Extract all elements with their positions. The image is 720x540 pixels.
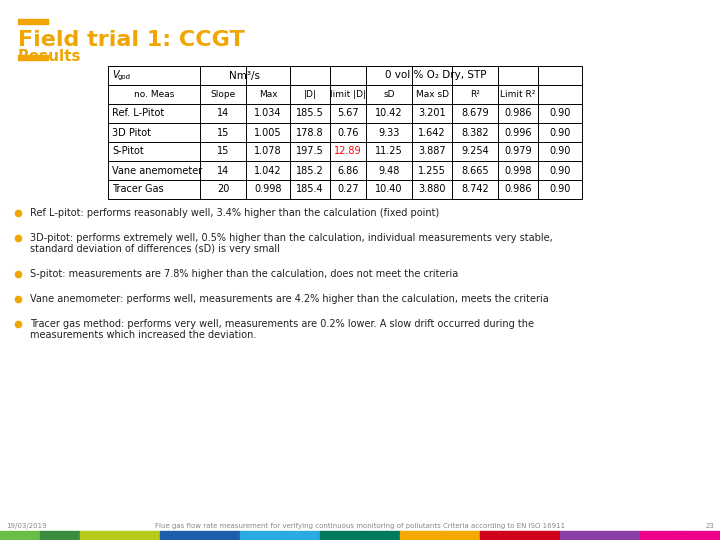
Text: 8.382: 8.382 — [462, 127, 489, 138]
Text: 14: 14 — [217, 165, 229, 176]
Bar — [440, 531, 480, 540]
Bar — [680, 531, 720, 540]
Bar — [240, 531, 280, 540]
Text: 1.042: 1.042 — [254, 165, 282, 176]
Text: Field trial 1: CCGT: Field trial 1: CCGT — [18, 30, 245, 50]
Text: 14: 14 — [217, 109, 229, 118]
Text: 23: 23 — [705, 523, 714, 529]
Bar — [18, 19, 48, 24]
Text: Flue gas flow rate measurement for verifying continuous monitoring of pollutants: Flue gas flow rate measurement for verif… — [155, 523, 565, 529]
Text: 10.42: 10.42 — [375, 109, 402, 118]
Text: 0.90: 0.90 — [549, 185, 571, 194]
Text: 0.90: 0.90 — [549, 109, 571, 118]
Text: Limit R²: Limit R² — [500, 90, 536, 99]
Text: 11.25: 11.25 — [375, 146, 403, 157]
Text: standard deviation of differences (sD) is very small: standard deviation of differences (sD) i… — [30, 244, 280, 254]
Text: 8.679: 8.679 — [462, 109, 489, 118]
Text: Max: Max — [258, 90, 277, 99]
Text: 8.665: 8.665 — [462, 165, 489, 176]
Bar — [18, 55, 48, 60]
Text: S-Pitot: S-Pitot — [112, 146, 144, 157]
Text: Nm³/s: Nm³/s — [230, 71, 261, 80]
Text: 185.4: 185.4 — [296, 185, 324, 194]
Text: 15: 15 — [217, 127, 229, 138]
Text: 9.33: 9.33 — [378, 127, 400, 138]
Bar — [0, 531, 40, 540]
Text: 3D-pitot: performs extremely well, 0.5% higher than the calculation, individual : 3D-pitot: performs extremely well, 0.5% … — [30, 233, 553, 243]
Text: 1.005: 1.005 — [254, 127, 282, 138]
Text: 0.986: 0.986 — [504, 185, 532, 194]
Text: Results: Results — [18, 49, 81, 64]
Text: Tracer gas method: performs very well, measurements are 0.2% lower. A slow drift: Tracer gas method: performs very well, m… — [30, 319, 534, 329]
Bar — [280, 531, 320, 540]
Text: 5.67: 5.67 — [337, 109, 359, 118]
Text: 0 vol % O₂ Dry, STP: 0 vol % O₂ Dry, STP — [385, 71, 487, 80]
Bar — [320, 531, 360, 540]
Text: 0.996: 0.996 — [504, 127, 532, 138]
Text: god: god — [117, 74, 130, 80]
Text: S-pitot: measurements are 7.8% higher than the calculation, does not meet the cr: S-pitot: measurements are 7.8% higher th… — [30, 269, 458, 279]
Text: no. Meas: no. Meas — [134, 90, 174, 99]
Text: measurements which increased the deviation.: measurements which increased the deviati… — [30, 330, 256, 340]
Text: Vane anemometer: performs well, measurements are 4.2% higher than the calculatio: Vane anemometer: performs well, measurem… — [30, 294, 549, 304]
Text: 1.078: 1.078 — [254, 146, 282, 157]
Text: Ref L-pitot: performs reasonably well, 3.4% higher than the calculation (fixed p: Ref L-pitot: performs reasonably well, 3… — [30, 208, 439, 218]
Text: 0.76: 0.76 — [337, 127, 359, 138]
Bar — [108, 66, 582, 199]
Text: 3.887: 3.887 — [418, 146, 446, 157]
Text: 19/03/2019: 19/03/2019 — [6, 523, 47, 529]
Text: |D|: |D| — [304, 90, 316, 99]
Text: 0.90: 0.90 — [549, 127, 571, 138]
Text: 0.986: 0.986 — [504, 109, 532, 118]
Text: R²: R² — [470, 90, 480, 99]
Text: 197.5: 197.5 — [296, 146, 324, 157]
Bar — [560, 531, 600, 540]
Text: limit |D|: limit |D| — [330, 90, 366, 99]
Bar — [600, 531, 640, 540]
Text: 3.880: 3.880 — [418, 185, 446, 194]
Bar — [480, 531, 520, 540]
Text: Slope: Slope — [210, 90, 235, 99]
Text: 6.86: 6.86 — [337, 165, 359, 176]
Text: 1.034: 1.034 — [254, 109, 282, 118]
Bar — [120, 531, 160, 540]
Text: 1.255: 1.255 — [418, 165, 446, 176]
Text: 3.201: 3.201 — [418, 109, 446, 118]
Text: Ref. L-Pitot: Ref. L-Pitot — [112, 109, 164, 118]
Text: 9.254: 9.254 — [461, 146, 489, 157]
Text: 0.979: 0.979 — [504, 146, 532, 157]
Text: 10.40: 10.40 — [375, 185, 402, 194]
Bar — [80, 531, 120, 540]
Text: 185.5: 185.5 — [296, 109, 324, 118]
Text: 1.642: 1.642 — [418, 127, 446, 138]
Text: sD: sD — [383, 90, 395, 99]
Text: Vane anemometer: Vane anemometer — [112, 165, 202, 176]
Text: 0.998: 0.998 — [504, 165, 532, 176]
Bar — [640, 531, 680, 540]
Text: 3D Pitot: 3D Pitot — [112, 127, 151, 138]
Bar — [160, 531, 200, 540]
Text: V: V — [112, 70, 119, 79]
Text: 0.998: 0.998 — [254, 185, 282, 194]
Text: 185.2: 185.2 — [296, 165, 324, 176]
Text: 0.27: 0.27 — [337, 185, 359, 194]
Text: 0.90: 0.90 — [549, 146, 571, 157]
Text: 8.742: 8.742 — [461, 185, 489, 194]
Text: 0.90: 0.90 — [549, 165, 571, 176]
Bar — [360, 531, 400, 540]
Text: 15: 15 — [217, 146, 229, 157]
Text: 178.8: 178.8 — [296, 127, 324, 138]
Bar — [200, 531, 240, 540]
Text: Tracer Gas: Tracer Gas — [112, 185, 163, 194]
Bar — [520, 531, 560, 540]
Text: 12.89: 12.89 — [334, 146, 362, 157]
Bar — [400, 531, 440, 540]
Text: Max sD: Max sD — [415, 90, 449, 99]
Bar — [40, 531, 80, 540]
Text: 9.48: 9.48 — [378, 165, 400, 176]
Text: 20: 20 — [217, 185, 229, 194]
